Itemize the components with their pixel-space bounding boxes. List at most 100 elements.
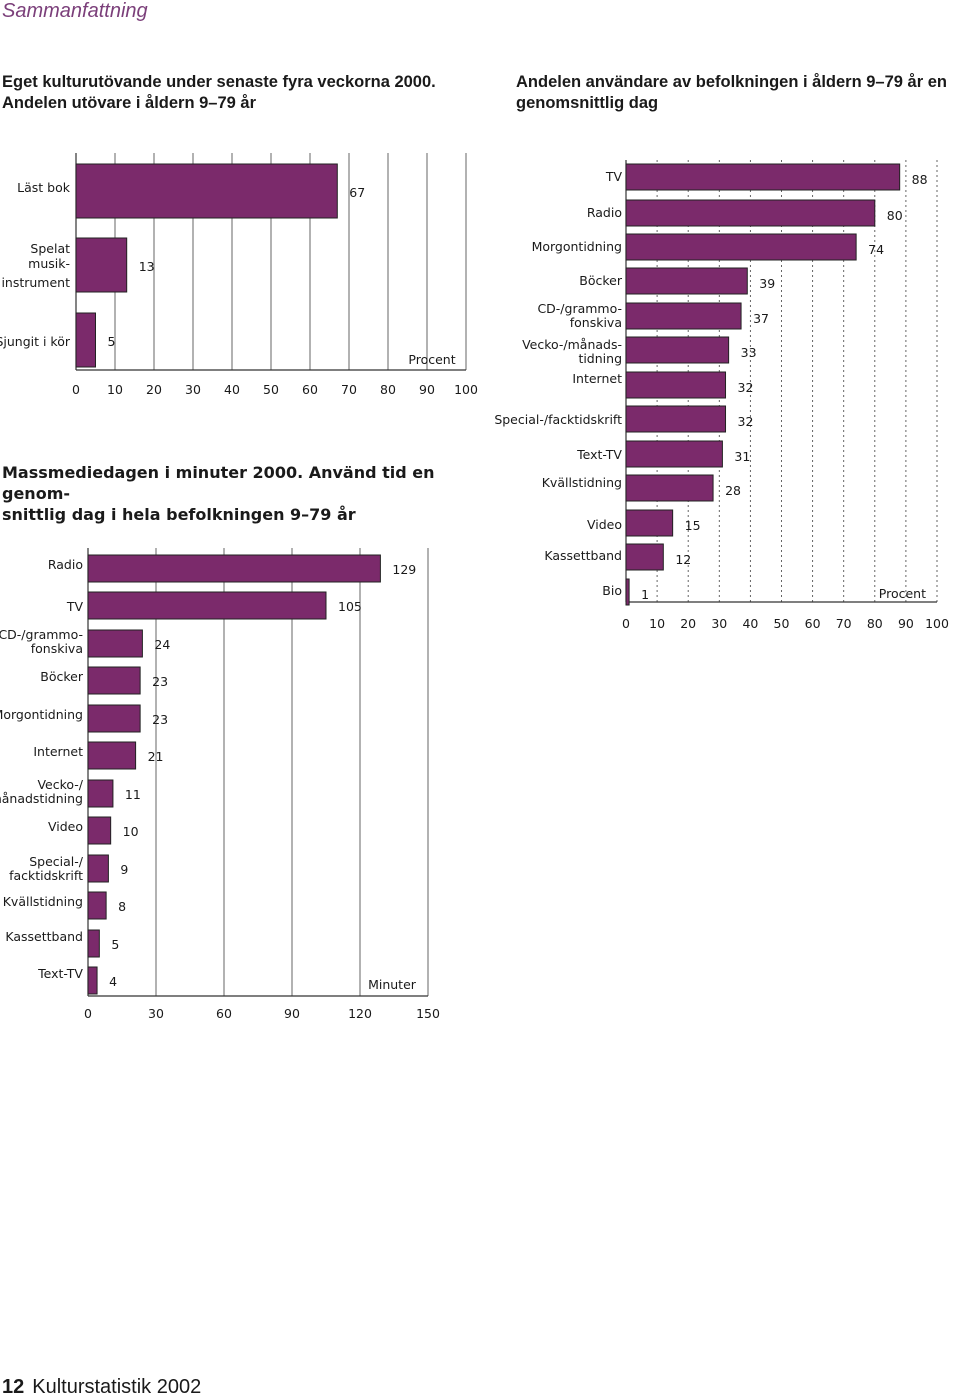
chart1-title-line-2: Andelen utövare i åldern 9–79 år [2, 94, 257, 112]
page-footer: 12 Kulturstatistik 2002 [2, 1376, 201, 1399]
chart3-title-line-1: Massmediedagen i minuter 2000. Använd ti… [2, 463, 435, 503]
chart2-title: Andelen användare av befolkningen i ålde… [516, 72, 960, 114]
chart2-unit-label: Procent [879, 586, 926, 601]
chart2-tick-label: 50 [774, 616, 790, 631]
chart2-bar [625, 302, 742, 330]
page-number: 12 [2, 1376, 25, 1398]
chart2-bar [625, 405, 727, 433]
chart3-bar [87, 666, 141, 695]
chart2-category-label: Internet [572, 371, 622, 386]
chart3-category-label: Internet [33, 744, 83, 759]
chart2-category-label: Radio [587, 205, 622, 220]
chart2-category-label: Bio [602, 583, 622, 598]
chart2-value-label: 32 [738, 380, 754, 395]
chart1-bar [75, 237, 128, 293]
chart3-value-label: 129 [392, 562, 416, 577]
chart2-bar [625, 440, 723, 468]
chart3-value-label: 23 [152, 712, 168, 727]
chart2-value-label: 28 [725, 483, 741, 498]
chart3-tick-label: 120 [348, 1006, 372, 1021]
chart3-category-label: Special-/ [29, 854, 84, 869]
chart1-title: Eget kulturutövande under senaste fyra v… [2, 72, 472, 114]
chart2-category-label: Special-/facktidskrift [494, 412, 622, 427]
chart2-category-label: Böcker [579, 273, 623, 288]
chart2-value-label: 15 [685, 518, 701, 533]
chart2-category-label: fonskiva [570, 315, 622, 330]
chart3-tick-label: 90 [284, 1006, 300, 1021]
chart3-tick-label: 60 [216, 1006, 232, 1021]
chart3-bar [87, 891, 107, 920]
chart3-value-label: 9 [120, 862, 128, 877]
chart3-tick-label: 0 [84, 1006, 92, 1021]
chart2-value-label: 31 [734, 449, 750, 464]
chart2-title-line-2: genomsnittlig dag [516, 94, 659, 112]
chart3-value-label: 11 [125, 787, 141, 802]
chart3-bar [87, 591, 327, 620]
chart2-tick-label: 100 [925, 616, 949, 631]
chart3-category-label: Kvällstidning [3, 894, 83, 909]
chart1-tick-label: 60 [302, 382, 318, 397]
chart3-tick-label: 30 [148, 1006, 164, 1021]
chart2-value-label: 1 [641, 587, 649, 602]
chart2-tick-label: 90 [898, 616, 914, 631]
chart3-value-label: 5 [111, 937, 119, 952]
section-title: Sammanfattning [2, 0, 148, 22]
chart3-bar [87, 816, 112, 845]
chart1-category-label: Spelat [30, 241, 70, 256]
chart1-category-label: Sjungit i kör [0, 334, 71, 349]
chart2-value-label: 39 [759, 276, 775, 291]
chart2-tick-label: 30 [711, 616, 727, 631]
chart2-value-label: 37 [753, 311, 769, 326]
chart2-category-label: tidning [578, 351, 622, 366]
chart2-bar [625, 336, 730, 364]
chart1-tick-label: 30 [185, 382, 201, 397]
chart3-value-label: 10 [123, 824, 139, 839]
chart1-tick-label: 20 [146, 382, 162, 397]
chart2-bar [625, 163, 901, 191]
chart3-category-label: Morgontidning [0, 707, 83, 722]
chart3-value-label: 24 [154, 637, 170, 652]
chart2-category-label: Vecko-/månads- [522, 337, 622, 352]
chart1-value-label: 13 [139, 259, 155, 274]
chart1-category-label: Läst bok [17, 180, 71, 195]
chart2-tick-label: 0 [622, 616, 630, 631]
chart2-tick-label: 40 [742, 616, 758, 631]
chart2-value-label: 32 [738, 414, 754, 429]
chart1-category-label: instrument [1, 275, 70, 290]
chart2-category-label: TV [605, 169, 623, 184]
chart2-value-label: 12 [675, 552, 691, 567]
chart2-tick-label: 20 [680, 616, 696, 631]
chart2-bar [625, 509, 674, 537]
chart3-category-label: Kassettband [5, 929, 83, 944]
chart1-unit-label: Procent [408, 352, 455, 367]
chart2-value-label: 80 [887, 208, 903, 223]
chart3-category-label: Text-TV [37, 966, 83, 981]
chart1-title-line-1: Eget kulturutövande under senaste fyra v… [2, 73, 436, 91]
chart1-value-label: 5 [108, 334, 116, 349]
chart3-category-label: Vecko-/ [37, 777, 83, 792]
chart3-category-label: månadstidning [0, 791, 83, 806]
chart3-value-label: 21 [148, 749, 164, 764]
chart2-bar [625, 543, 664, 571]
chart2-tick-label: 10 [649, 616, 665, 631]
chart2-bar [625, 474, 714, 502]
chart3-title: Massmediedagen i minuter 2000. Använd ti… [2, 462, 472, 525]
chart1-tick-label: 50 [263, 382, 279, 397]
chart2-value-label: 88 [912, 172, 928, 187]
chart3-category-label: Radio [48, 557, 83, 572]
chart2-tick-label: 80 [867, 616, 883, 631]
chart3-value-label: 8 [118, 899, 126, 914]
chart3-bar [87, 966, 98, 995]
chart3-bar [87, 554, 381, 583]
chart2-category-label: Video [587, 517, 622, 532]
chart1-bar [75, 312, 96, 368]
chart3-value-label: 105 [338, 599, 362, 614]
chart3-bar [87, 779, 114, 808]
chart3-tick-label: 150 [416, 1006, 440, 1021]
chart1-tick-label: 0 [72, 382, 80, 397]
chart3-value-label: 4 [109, 974, 117, 989]
chart2-bar [625, 233, 857, 261]
chart3-title-line-2: snittlig dag i hela befolkningen 9–79 år [2, 505, 356, 524]
